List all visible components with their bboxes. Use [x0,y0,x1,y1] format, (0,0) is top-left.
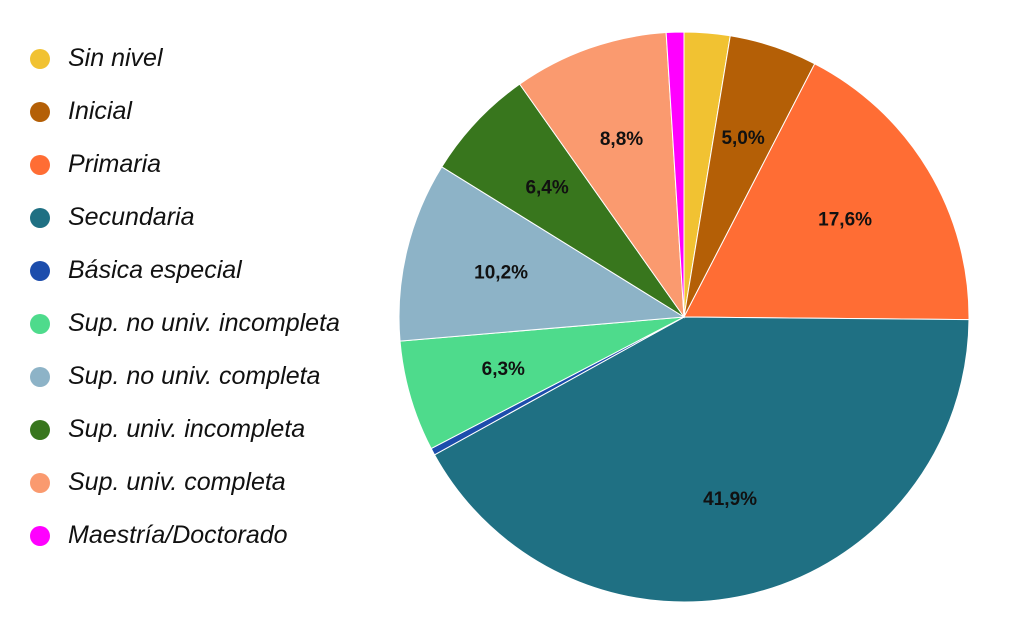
pie-label-sup-univ-completa: 8,8% [600,129,643,150]
legend-item-sup-no-univ-completa: Sup. no univ. completa [30,350,390,403]
legend-swatch [30,48,50,69]
pie-slice-secundaria [433,316,970,603]
legend-item-inicial: Inicial [30,85,390,138]
legend-swatch [30,525,50,546]
legend-swatch [30,419,50,440]
legend-label: Inicial [68,97,132,125]
legend-swatch [30,313,50,334]
legend-item-secundaria: Secundaria [30,191,390,244]
legend-label: Sup. univ. completa [68,468,286,496]
pie-slices [398,31,970,603]
pie-label-sup-univ-incompleta: 6,4% [525,178,568,199]
legend-swatch [30,101,50,122]
pie-label-inicial: 5,0% [721,128,764,149]
legend-label: Básica especial [68,256,242,284]
pie-slice-sup-univ-incompleta [441,83,685,318]
legend-label: Sup. univ. incompleta [68,415,306,443]
legend-swatch [30,366,50,387]
legend-label: Sup. no univ. incompleta [68,309,340,337]
chart-legend: Sin nivel Inicial Primaria Secundaria Bá… [30,32,390,562]
legend-swatch [30,472,50,493]
pie-slice-sup-no-univ-incompleta [399,316,685,450]
legend-item-basica-especial: Básica especial [30,244,390,297]
legend-item-primaria: Primaria [30,138,390,191]
legend-label: Secundaria [68,203,195,231]
legend-item-sin-nivel: Sin nivel [30,32,390,85]
legend-label: Sin nivel [68,44,163,72]
legend-item-sup-no-univ-incompleta: Sup. no univ. incompleta [30,297,390,350]
legend-swatch [30,207,50,228]
pie-slice-sup-no-univ-completa [398,166,686,342]
pie-slice-sup-univ-completa [518,32,685,319]
pie-label-secundaria: 41,9% [703,489,757,510]
legend-item-sup-univ-incompleta: Sup. univ. incompleta [30,403,390,456]
pie-label-primaria: 17,6% [818,209,872,230]
legend-item-maestria-doctorado: Maestría/Doctorado [30,509,390,562]
legend-swatch [30,260,50,281]
legend-item-sup-univ-completa: Sup. univ. completa [30,456,390,509]
legend-label: Primaria [68,150,162,178]
pie-slice-maestria-doctorado [665,31,685,318]
legend-label: Maestría/Doctorado [68,521,288,549]
pie-slice-primaria [683,63,970,321]
pie-label-sup-no-univ-incompleta: 6,3% [482,359,525,380]
pie-label-sup-no-univ-completa: 10,2% [474,263,528,284]
legend-label: Sup. no univ. completa [68,362,321,390]
legend-swatch [30,154,50,175]
pie-value-labels: 5,0% 17,6% 41,9% 6,3% 10,2% 6,4% 8,8% [474,128,872,510]
